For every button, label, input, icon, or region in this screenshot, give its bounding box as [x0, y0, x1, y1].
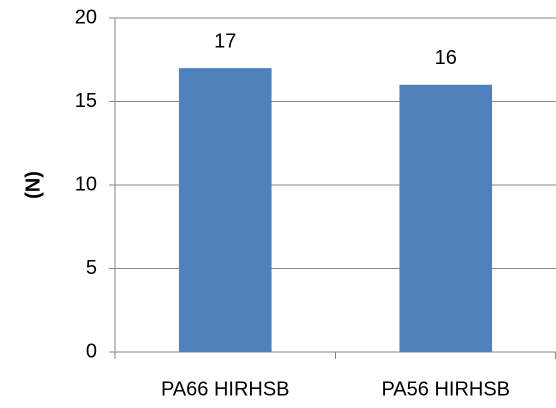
bar	[178, 68, 272, 352]
y-tick-label: 0	[86, 340, 97, 362]
y-axis-label: (N)	[22, 171, 44, 199]
data-label: 17	[214, 30, 236, 52]
y-tick-label: 10	[75, 173, 97, 195]
x-tick-label: PA66 HIRHSB	[161, 378, 290, 400]
x-tick-label: PA56 HIRHSB	[381, 378, 510, 400]
y-tick-label: 15	[75, 90, 97, 112]
bar	[399, 84, 493, 353]
y-tick-label: 20	[75, 6, 97, 28]
data-label: 16	[435, 47, 457, 69]
y-tick-label: 5	[86, 257, 97, 279]
